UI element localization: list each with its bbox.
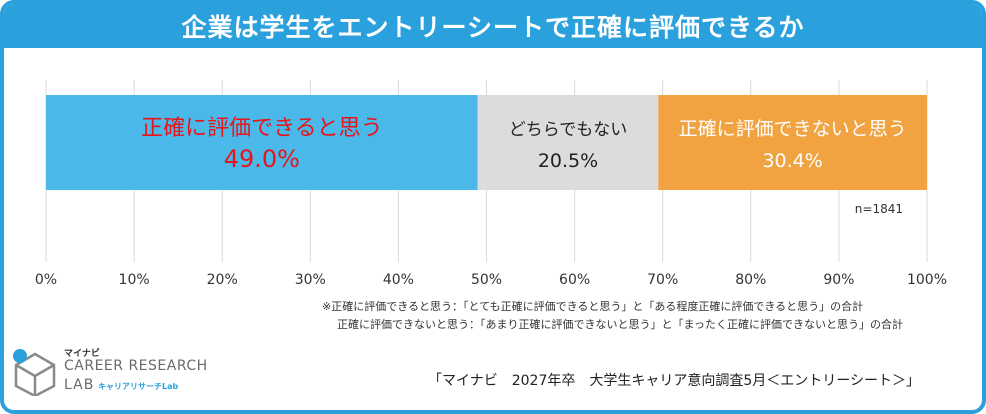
segment-value-label: 20.5%	[538, 150, 598, 172]
x-tick-label: 30%	[295, 272, 326, 288]
logo-line-1: CAREER RESEARCH	[64, 358, 208, 374]
x-tick-label: 70%	[647, 272, 678, 288]
segment-value-label: 30.4%	[762, 150, 822, 172]
segment-name-label: 正確に評価できないと思う	[679, 118, 907, 140]
segment-value-label: 49.0%	[224, 145, 300, 173]
x-tick-label: 10%	[119, 272, 150, 288]
segment-name-label: どちらでもない	[509, 120, 628, 140]
x-tick-label: 50%	[471, 272, 502, 288]
logo-line-2: LAB	[64, 377, 95, 393]
bar-segment	[477, 95, 659, 190]
x-tick-label: 60%	[559, 272, 590, 288]
x-tick-label: 100%	[907, 272, 947, 288]
x-tick-labels: 0% 10% 20% 30% 40% 50% 60% 70% 80% 90% 100%	[35, 272, 947, 288]
bar-segment	[46, 95, 478, 190]
sample-size-label: n=1841	[855, 202, 903, 216]
x-tick-label: 80%	[735, 272, 766, 288]
x-tick-label: 0%	[35, 272, 57, 288]
x-tick-label: 20%	[207, 272, 238, 288]
career-research-lab-logo: マイナビ CAREER RESEARCH LAB キャリアリサーチLab	[12, 346, 222, 400]
segment-labels: 正確に評価できると思う 49.0% どちらでもない 20.5% 正確に評価できないと思う…	[141, 116, 907, 173]
chart-title: 企業は学生をエントリーシートで正確に評価できるか	[4, 4, 982, 48]
x-tick-label: 90%	[823, 272, 854, 288]
bar-segments	[46, 95, 927, 190]
segment-name-label: 正確に評価できると思う	[141, 116, 383, 141]
cube-logo-icon	[13, 349, 56, 398]
footnote-1: ※正確に評価できると思う：「とても正確に評価できると思う」と「ある程度正確に評価…	[322, 300, 864, 313]
bar-segment	[658, 95, 927, 190]
footnote-2: 正確に評価できないと思う：「あまり正確に評価できないと思う」と「まったく正確に評…	[337, 318, 904, 331]
source-caption: 「マイナビ 2027年卒 大学生キャリア意向調査5月＜エントリーシート＞」	[428, 373, 920, 389]
logo-brand: マイナビ	[64, 349, 100, 359]
logo-subtitle: キャリアリサーチLab	[98, 382, 179, 391]
x-tick-label: 40%	[383, 272, 414, 288]
